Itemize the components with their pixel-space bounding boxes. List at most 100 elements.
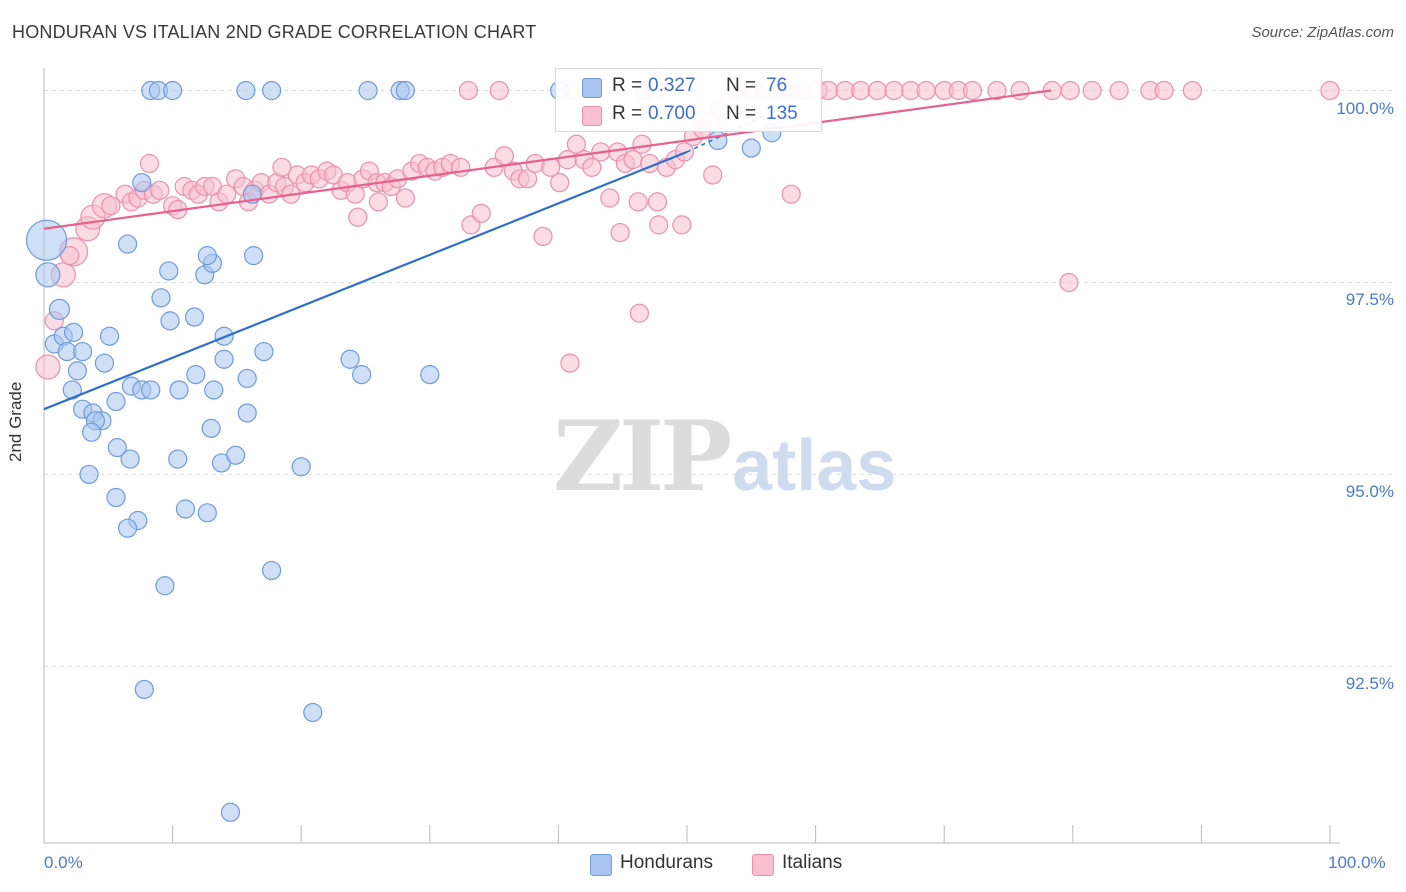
data-point-italians xyxy=(628,192,648,212)
data-point-hondurans xyxy=(420,365,440,385)
data-point-italians xyxy=(962,80,983,101)
data-point-italians xyxy=(451,157,471,177)
data-point-italians xyxy=(471,203,491,223)
data-point-hondurans xyxy=(141,380,161,400)
data-point-italians xyxy=(1320,80,1340,101)
data-point-italians xyxy=(632,134,652,154)
data-point-hondurans xyxy=(226,445,246,465)
data-point-italians xyxy=(851,80,871,101)
y-tick-label: 95.0% xyxy=(1345,482,1394,502)
x-tick-label: 0.0% xyxy=(44,853,83,872)
data-point-hondurans xyxy=(168,449,188,469)
data-point-hondurans xyxy=(220,802,241,822)
data-point-italians xyxy=(533,226,553,247)
legend-n-value: 76 xyxy=(766,75,788,96)
data-point-hondurans xyxy=(99,326,120,346)
data-point-italians xyxy=(395,188,415,208)
data-point-hondurans xyxy=(163,80,183,101)
data-point-italians xyxy=(101,196,121,216)
legend-r-label: R = xyxy=(612,103,643,124)
data-point-italians xyxy=(368,192,388,212)
data-point-hondurans xyxy=(25,219,68,261)
legend-row-italians: R = 0.700 N = 135 xyxy=(556,100,821,128)
data-point-italians xyxy=(489,80,509,101)
data-point-hondurans xyxy=(303,702,323,723)
data-point-hondurans xyxy=(132,173,152,193)
legend-label-hondurans: Hondurans xyxy=(620,852,713,873)
data-point-italians xyxy=(348,207,368,227)
data-point-italians xyxy=(582,157,602,177)
watermark: ZIPatlas xyxy=(553,400,896,513)
data-point-italians xyxy=(560,353,580,373)
data-point-hondurans xyxy=(214,349,234,369)
data-point-italians xyxy=(35,354,61,380)
data-point-hondurans xyxy=(107,437,127,458)
data-point-hondurans xyxy=(72,341,93,362)
data-point-hondurans xyxy=(395,80,415,101)
chart-title: HONDURAN VS ITALIAN 2ND GRADE CORRELATIO… xyxy=(12,22,537,42)
data-point-italians xyxy=(1109,80,1129,101)
data-point-hondurans xyxy=(117,234,138,254)
data-point-hondurans xyxy=(48,298,71,320)
data-point-hondurans xyxy=(134,679,154,700)
data-point-hondurans xyxy=(244,246,264,266)
data-point-italians xyxy=(1082,80,1102,101)
legend-row-hondurans: R = 0.327 N = 76 xyxy=(556,72,821,100)
data-point-hondurans xyxy=(175,499,196,519)
data-point-hondurans xyxy=(169,380,189,400)
data-point-hondurans xyxy=(186,365,206,385)
data-point-italians xyxy=(1060,80,1080,101)
data-point-hondurans xyxy=(201,418,221,438)
data-point-hondurans xyxy=(94,353,115,373)
watermark-zip: ZIP xyxy=(553,400,732,513)
data-point-italians xyxy=(600,188,620,208)
legend-r-label: R = xyxy=(612,75,643,96)
data-point-italians xyxy=(703,165,723,185)
data-point-hondurans xyxy=(197,503,217,523)
legend-swatch-hondurans xyxy=(590,854,612,876)
data-point-hondurans xyxy=(236,80,256,101)
data-point-italians xyxy=(1154,80,1174,101)
data-point-hondurans xyxy=(35,262,61,288)
legend-n-label: N = xyxy=(726,103,757,124)
data-point-italians xyxy=(647,192,668,212)
data-point-italians xyxy=(818,80,839,101)
legend-n-label: N = xyxy=(726,75,757,96)
data-point-hondurans xyxy=(197,246,217,266)
data-point-italians xyxy=(916,80,936,101)
data-point-italians xyxy=(629,303,650,323)
series-legend: Hondurans Italians xyxy=(0,852,1406,878)
y-tick-label: 100.0% xyxy=(1336,98,1394,118)
data-point-hondurans xyxy=(352,365,372,385)
data-point-hondurans xyxy=(358,80,378,101)
data-point-italians xyxy=(150,180,170,200)
y-tick-label: 92.5% xyxy=(1345,674,1394,694)
legend-swatch-hondurans xyxy=(582,78,602,98)
data-point-hondurans xyxy=(106,487,126,508)
data-point-hondurans xyxy=(159,261,179,281)
data-point-italians xyxy=(610,222,630,243)
data-point-hondurans xyxy=(262,80,282,101)
legend-swatch-italians xyxy=(752,854,774,876)
data-point-hondurans xyxy=(81,422,102,442)
data-point-hondurans xyxy=(741,138,761,158)
legend-label-italians: Italians xyxy=(782,852,843,873)
data-point-italians xyxy=(566,134,587,154)
data-point-hondurans xyxy=(237,403,257,423)
data-point-hondurans xyxy=(237,368,257,389)
legend-r-value: 0.327 xyxy=(648,75,696,96)
source-label: Source: ZipAtlas.com xyxy=(1251,24,1394,41)
data-point-hondurans xyxy=(291,457,311,477)
trend-line-hondurans xyxy=(43,150,688,411)
legend-n-value: 135 xyxy=(766,103,798,124)
data-point-hondurans xyxy=(262,560,282,581)
data-point-italians xyxy=(1059,272,1079,293)
data-point-hondurans xyxy=(117,518,138,538)
data-point-hondurans xyxy=(340,349,360,369)
y-tick-label: 97.5% xyxy=(1345,290,1394,310)
data-point-hondurans xyxy=(79,464,99,485)
data-point-italians xyxy=(884,80,904,101)
stats-legend: R = 0.327 N = 76 R = 0.700 N = 135 xyxy=(555,68,822,132)
legend-swatch-italians xyxy=(582,106,602,126)
